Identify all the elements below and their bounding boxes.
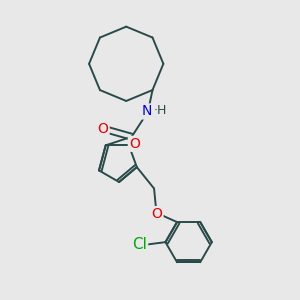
Text: N: N [141, 104, 152, 118]
Text: ·H: ·H [154, 104, 167, 117]
Text: O: O [152, 207, 163, 221]
Text: Cl: Cl [132, 237, 147, 252]
Text: O: O [98, 122, 109, 136]
Text: O: O [129, 137, 140, 151]
